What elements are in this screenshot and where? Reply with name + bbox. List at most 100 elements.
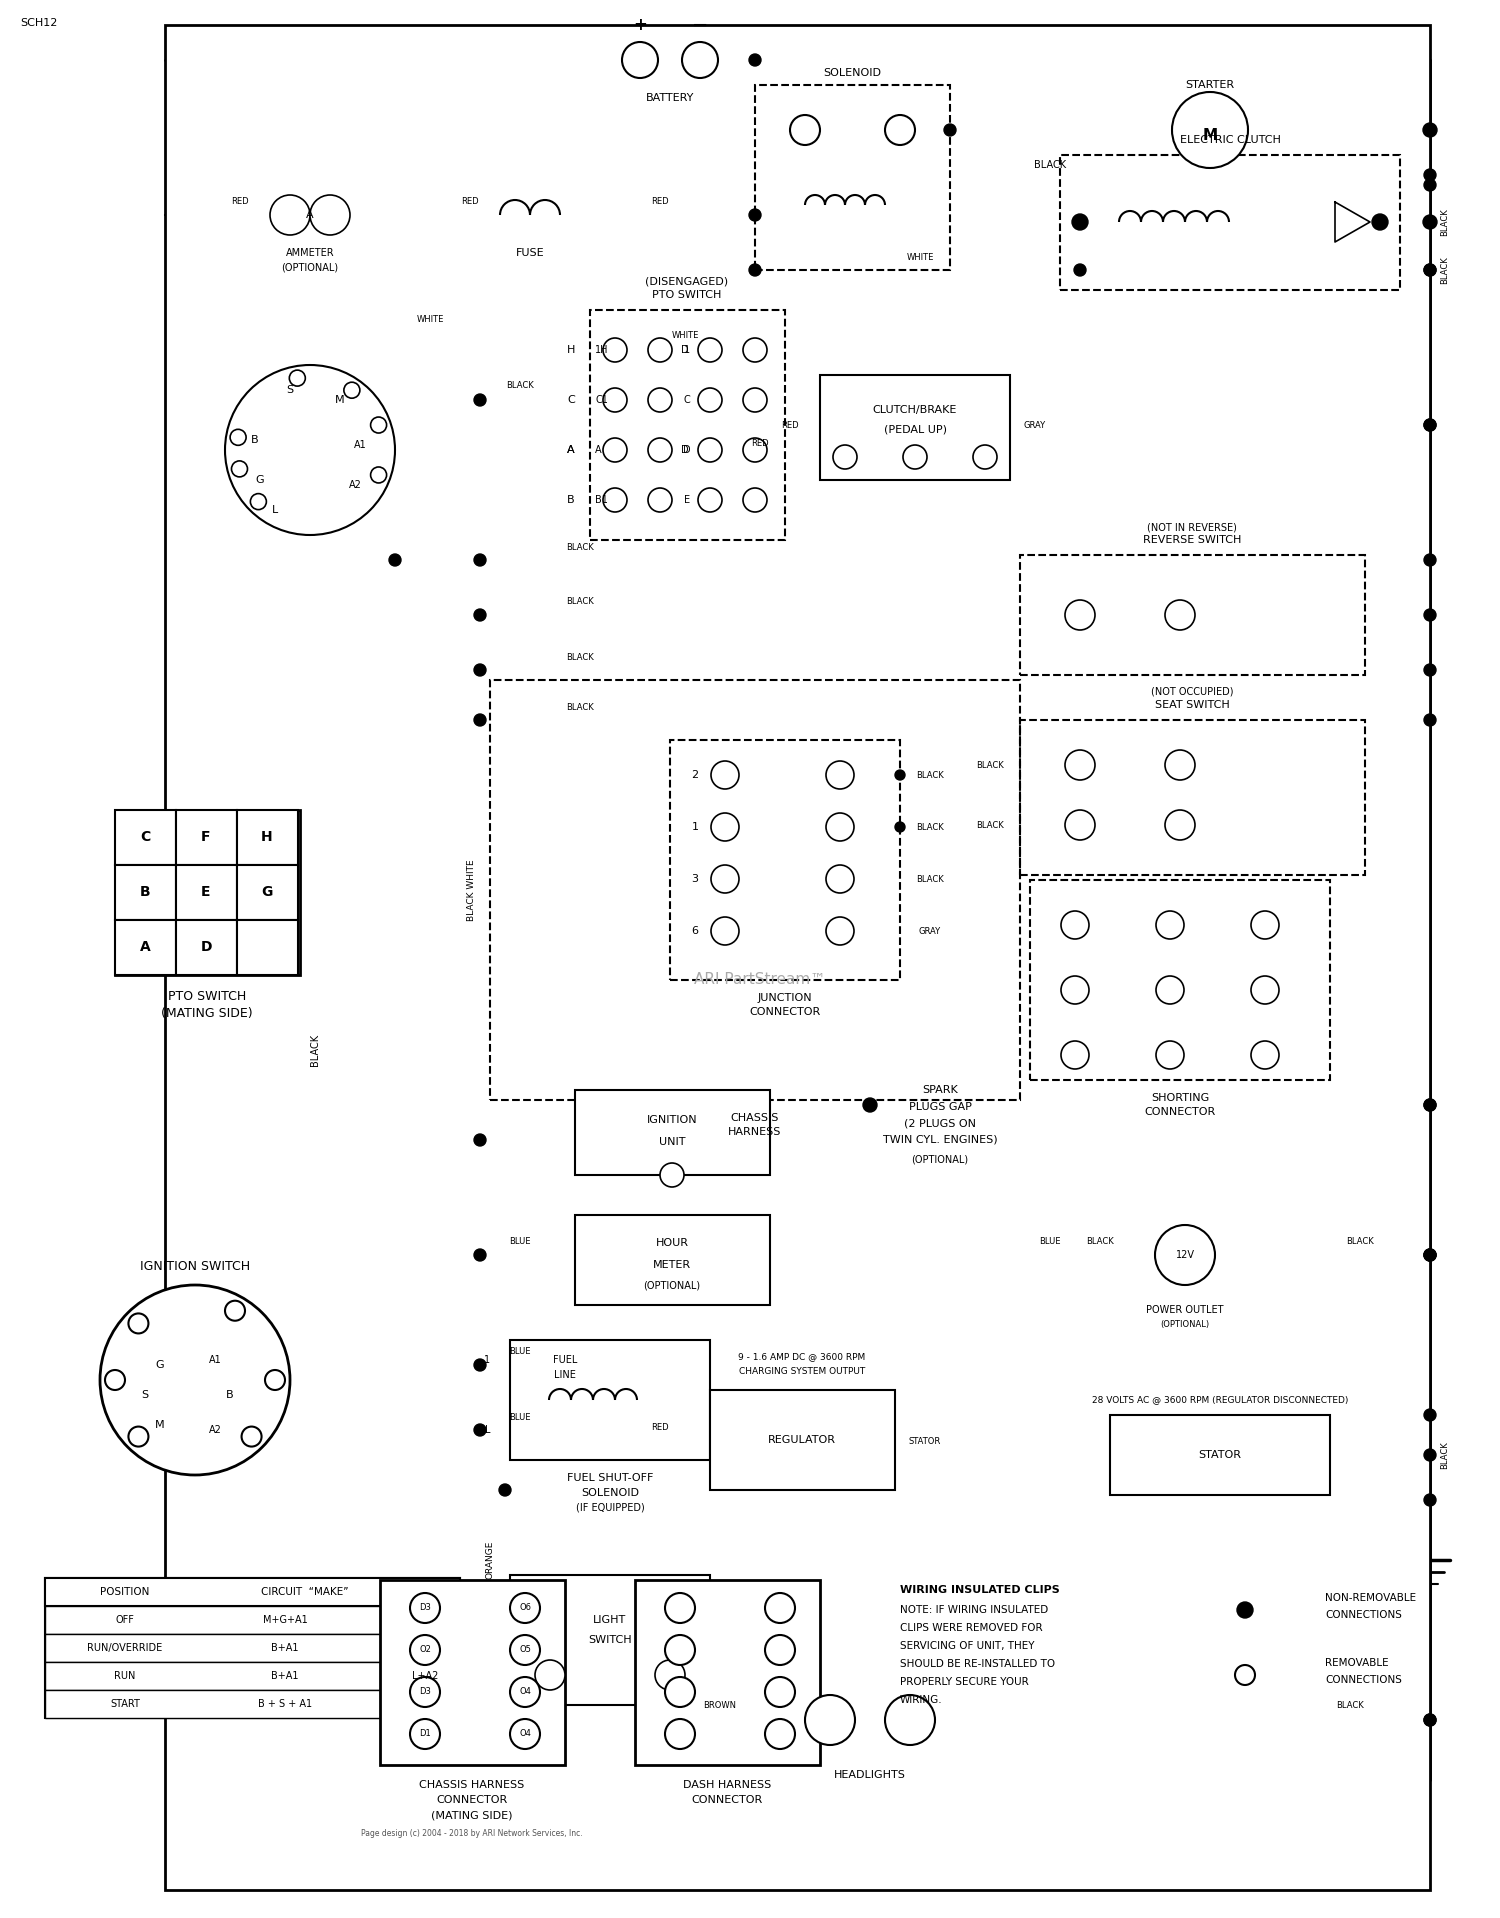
Circle shape xyxy=(1424,1715,1436,1726)
Circle shape xyxy=(230,430,246,445)
Circle shape xyxy=(510,1719,540,1749)
Circle shape xyxy=(1065,750,1095,781)
Circle shape xyxy=(1234,1665,1256,1686)
Circle shape xyxy=(251,493,267,510)
Text: BLACK: BLACK xyxy=(976,761,1004,769)
Text: D: D xyxy=(681,445,688,455)
Circle shape xyxy=(1424,265,1436,276)
Circle shape xyxy=(603,338,627,363)
Circle shape xyxy=(1065,809,1095,840)
Text: L: L xyxy=(484,1425,490,1435)
Text: BLACK: BLACK xyxy=(566,702,594,712)
Circle shape xyxy=(1166,809,1196,840)
Text: B+A1: B+A1 xyxy=(272,1644,298,1653)
Text: A: A xyxy=(567,445,574,455)
Text: HEADLIGHTS: HEADLIGHTS xyxy=(834,1770,906,1780)
Circle shape xyxy=(1172,92,1248,169)
Text: BLACK: BLACK xyxy=(916,875,944,884)
Text: REMOVABLE: REMOVABLE xyxy=(1324,1657,1389,1669)
Text: BLACK: BLACK xyxy=(916,823,944,832)
Circle shape xyxy=(225,1300,245,1322)
Text: ELECTRIC CLUTCH: ELECTRIC CLUTCH xyxy=(1179,134,1281,146)
Text: (MATING SIDE): (MATING SIDE) xyxy=(160,1007,254,1020)
Circle shape xyxy=(1424,1099,1436,1111)
Circle shape xyxy=(1074,265,1086,276)
Circle shape xyxy=(648,338,672,363)
Text: WHITE: WHITE xyxy=(417,315,444,324)
Text: G: G xyxy=(255,476,264,485)
Text: B+A1: B+A1 xyxy=(272,1671,298,1680)
Text: 28 VOLTS AC @ 3600 RPM (REGULATOR DISCONNECTED): 28 VOLTS AC @ 3600 RPM (REGULATOR DISCON… xyxy=(1092,1396,1348,1404)
Text: SEAT SWITCH: SEAT SWITCH xyxy=(1155,700,1230,710)
Text: BLUE: BLUE xyxy=(1040,1237,1060,1247)
Circle shape xyxy=(1065,600,1095,629)
Circle shape xyxy=(290,370,306,386)
Circle shape xyxy=(1166,750,1196,781)
Text: WIRING.: WIRING. xyxy=(900,1696,942,1705)
Circle shape xyxy=(1424,1249,1436,1260)
Bar xyxy=(574,1089,770,1176)
Bar xyxy=(165,25,1430,1889)
Bar xyxy=(237,865,298,921)
Circle shape xyxy=(266,1369,285,1391)
Text: Page design (c) 2004 - 2018 by ARI Network Services, Inc.: Page design (c) 2004 - 2018 by ARI Netwo… xyxy=(362,1828,584,1837)
Text: BLACK: BLACK xyxy=(566,598,594,606)
Text: SOLENOID: SOLENOID xyxy=(824,67,880,79)
Circle shape xyxy=(1251,911,1280,940)
Bar xyxy=(1020,554,1365,675)
Circle shape xyxy=(310,196,350,236)
Text: S: S xyxy=(286,386,294,395)
Text: (OPTIONAL): (OPTIONAL) xyxy=(282,263,339,272)
Circle shape xyxy=(827,917,854,946)
Circle shape xyxy=(474,554,486,566)
Circle shape xyxy=(1156,1041,1184,1068)
Text: LINE: LINE xyxy=(554,1369,576,1379)
Text: BLACK: BLACK xyxy=(566,652,594,662)
Circle shape xyxy=(474,610,486,621)
Bar xyxy=(1030,880,1330,1080)
Text: (MATING SIDE): (MATING SIDE) xyxy=(432,1811,513,1820)
Text: O6: O6 xyxy=(519,1603,531,1613)
Text: NON-REMOVABLE: NON-REMOVABLE xyxy=(1324,1594,1416,1603)
Circle shape xyxy=(129,1427,149,1446)
Text: HARNESS: HARNESS xyxy=(729,1128,782,1137)
Circle shape xyxy=(827,761,854,788)
Circle shape xyxy=(827,865,854,894)
Bar xyxy=(45,1605,461,1634)
Text: A: A xyxy=(140,940,150,953)
Bar xyxy=(574,1214,770,1304)
Circle shape xyxy=(1424,1494,1436,1506)
Text: (NOT OCCUPIED): (NOT OCCUPIED) xyxy=(1150,687,1233,696)
Circle shape xyxy=(1251,1041,1280,1068)
Text: PTO SWITCH: PTO SWITCH xyxy=(652,290,722,299)
Circle shape xyxy=(242,1427,261,1446)
Text: −: − xyxy=(692,15,708,35)
Text: DASH HARNESS: DASH HARNESS xyxy=(682,1780,771,1789)
Text: CLUTCH/BRAKE: CLUTCH/BRAKE xyxy=(873,405,957,414)
Circle shape xyxy=(765,1634,795,1665)
Text: B1: B1 xyxy=(596,495,608,504)
Text: A1: A1 xyxy=(209,1354,222,1366)
Circle shape xyxy=(698,338,721,363)
Bar xyxy=(237,921,298,974)
Text: D: D xyxy=(681,345,688,355)
Bar xyxy=(1060,155,1400,290)
Circle shape xyxy=(1424,1249,1436,1260)
Text: D: D xyxy=(201,940,211,953)
Circle shape xyxy=(711,761,740,788)
Circle shape xyxy=(748,54,760,65)
Text: CIRCUIT  “MAKE”: CIRCUIT “MAKE” xyxy=(261,1586,348,1598)
Bar xyxy=(590,311,784,541)
Text: (OPTIONAL): (OPTIONAL) xyxy=(1161,1320,1209,1329)
Circle shape xyxy=(974,445,998,470)
Text: 12V: 12V xyxy=(1176,1251,1194,1260)
Bar xyxy=(1110,1415,1330,1494)
Circle shape xyxy=(1155,1226,1215,1285)
Text: M: M xyxy=(334,395,345,405)
Text: JUNCTION: JUNCTION xyxy=(758,994,813,1003)
Circle shape xyxy=(1424,1099,1436,1111)
Circle shape xyxy=(711,917,740,946)
Text: IGNITION: IGNITION xyxy=(646,1114,698,1126)
Circle shape xyxy=(648,487,672,512)
Text: 9 - 1.6 AMP DC @ 3600 RPM: 9 - 1.6 AMP DC @ 3600 RPM xyxy=(738,1352,866,1362)
